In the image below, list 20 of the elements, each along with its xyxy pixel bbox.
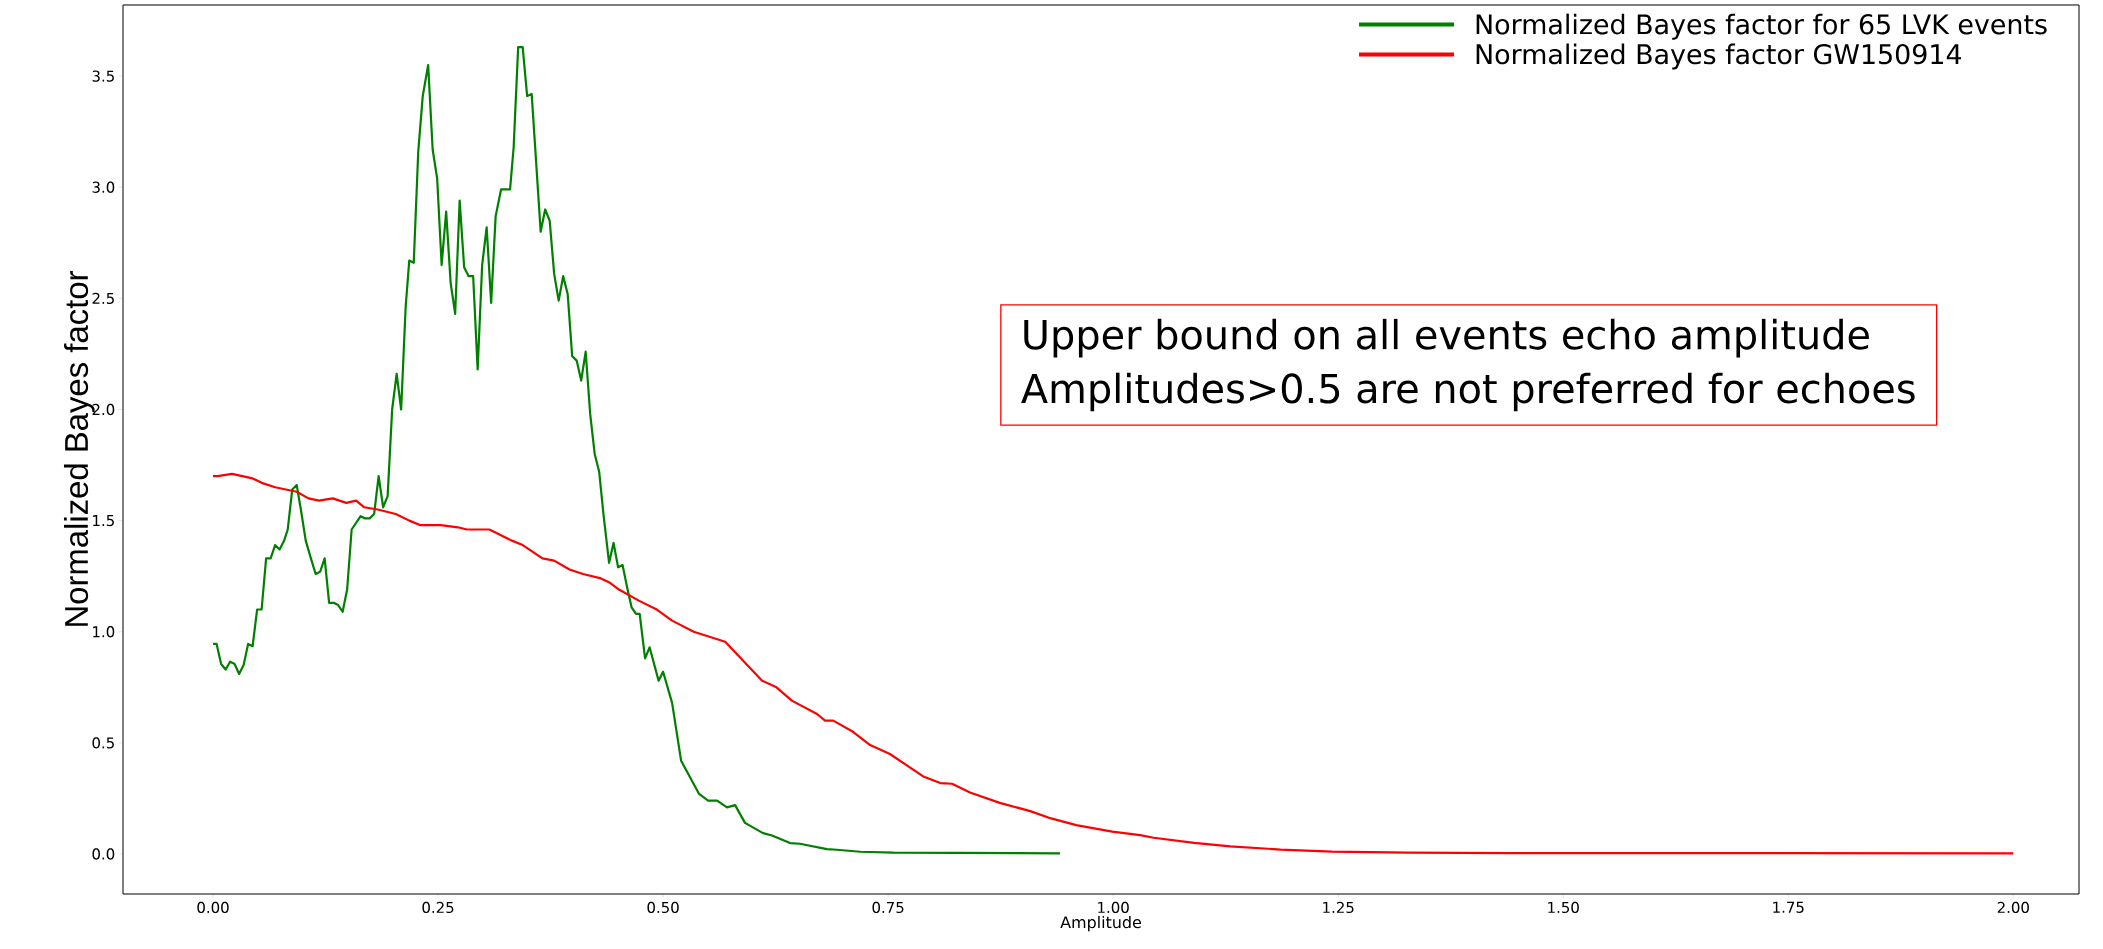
- y-tick-label: 0.0: [92, 848, 115, 860]
- y-tick-label: 3.0: [92, 181, 115, 193]
- x-tick-label: 0.25: [422, 901, 454, 914]
- x-tick-label: 1.00: [1098, 901, 1129, 914]
- annotation: Upper bound on all events echo amplitude: [1024, 318, 1869, 358]
- x-tick-label: 1.75: [1773, 901, 1804, 913]
- x-tick-label: 0.50: [647, 901, 679, 914]
- x-tick-label: 1.25: [1323, 901, 1354, 914]
- y-tick-label: 0.5: [92, 737, 114, 749]
- x-tick-label: 2.00: [1997, 901, 2029, 914]
- x-tick-label: 1.50: [1548, 901, 1579, 914]
- y-tick-label: 3.5: [92, 70, 114, 82]
- x-tick-label: 0.75: [872, 901, 904, 914]
- x-tick-label: 0.00: [197, 901, 229, 914]
- legend-label: Normalized Bayes factor GW150914: [1476, 43, 1962, 70]
- legend-label: Normalized Bayes factor for 65 LVK events: [1476, 13, 2047, 40]
- x-axis-title: Amplitude: [1060, 915, 1141, 932]
- y-tick-label: 1.0: [93, 626, 115, 638]
- annotation: Amplitudes>0.5 are not preferred for echoes: [1021, 372, 1915, 412]
- y-tick-label: 1.5: [93, 515, 114, 527]
